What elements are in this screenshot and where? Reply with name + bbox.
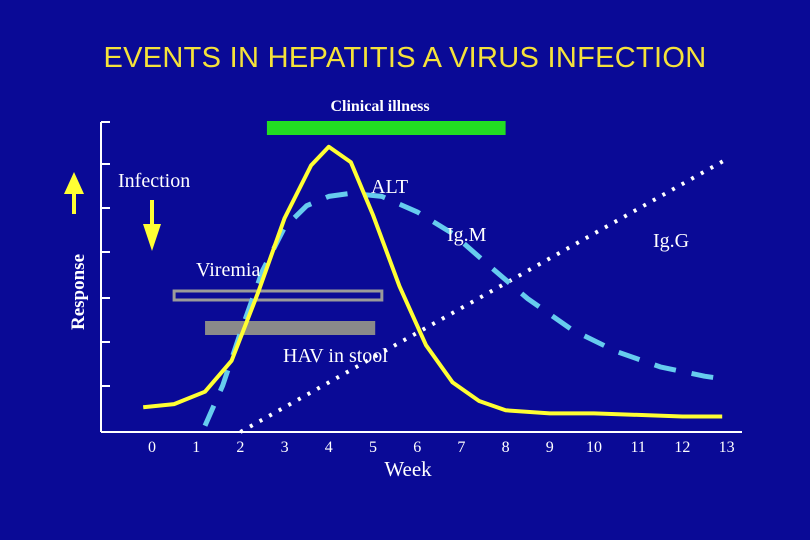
clinical-illness-bar — [266, 121, 506, 135]
series-igg-line — [239, 157, 728, 434]
infection-down-arrow — [143, 200, 161, 251]
x-tick-label: 7 — [457, 439, 465, 456]
x-tick-label: 12 — [674, 439, 690, 456]
x-tick-label: 6 — [413, 439, 421, 456]
igm-label: Ig.M — [447, 224, 487, 246]
y-axis-ticks — [101, 121, 110, 387]
x-tick-label: 13 — [719, 439, 735, 456]
viremia-bar — [172, 289, 384, 302]
x-tick-label: 8 — [502, 439, 510, 456]
x-tick-label: 3 — [281, 439, 289, 456]
x-tick-label: 1 — [192, 439, 200, 456]
clinical-illness-label: Clinical illness — [330, 98, 429, 115]
x-tick-label: 9 — [546, 439, 554, 456]
hav-in-stool-label: HAV in stool — [283, 345, 388, 367]
x-tick-label: 5 — [369, 439, 377, 456]
viremia-label: Viremia — [196, 259, 260, 281]
x-tick-label: 2 — [236, 439, 244, 456]
x-tick-label: 10 — [586, 439, 602, 456]
x-tick-label: 4 — [325, 439, 333, 456]
x-axis-label: Week — [384, 457, 432, 481]
series-igm-line — [202, 190, 727, 427]
response-up-arrow — [64, 172, 84, 214]
x-tick-label: 0 — [148, 439, 156, 456]
infection-label: Infection — [118, 170, 190, 192]
igg-label: Ig.G — [653, 230, 689, 252]
alt-label: ALT — [371, 176, 408, 198]
hav-in-stool-bar — [205, 321, 376, 335]
y-axis-label: Response — [68, 254, 89, 330]
x-axis-ticks: 0 1 2 3 4 5 6 7 8 9 10 11 12 13 — [148, 439, 735, 456]
series-alt-line — [143, 144, 723, 419]
x-tick-label: 11 — [630, 439, 645, 456]
chart-title: EVENTS IN HEPATITIS A VIRUS INFECTION — [103, 42, 707, 74]
